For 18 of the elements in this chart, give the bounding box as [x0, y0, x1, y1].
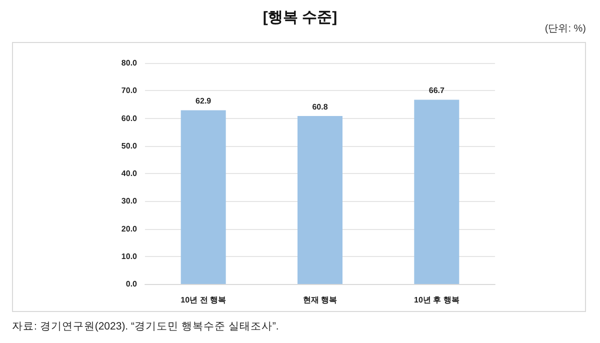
data-label: 60.8	[312, 102, 328, 112]
y-tick-label: 60.0	[121, 114, 138, 123]
y-tick-label: 80.0	[121, 58, 138, 68]
data-label: 62.9	[196, 96, 212, 106]
y-tick-label: 50.0	[121, 141, 138, 150]
y-tick-label: 30.0	[121, 196, 138, 206]
x-tick-label: 10년 후 행복	[414, 296, 460, 304]
y-tick-label: 70.0	[121, 86, 138, 96]
y-tick-label: 10.0	[121, 252, 138, 261]
y-tick-label: 40.0	[121, 169, 138, 178]
y-tick-label: 20.0	[121, 224, 138, 234]
y-tick-label: 0.0	[126, 280, 138, 288]
text: (단위: %)	[544, 24, 586, 34]
x-tick-label: 현재 행복	[302, 296, 338, 304]
chart-title: [행복 수준]	[262, 9, 338, 26]
data-label: 66.7	[428, 86, 445, 96]
text: 자료: 경기연구원(2023). “경기도민 행복수준 실태조사”.	[12, 320, 279, 332]
x-tick-label: 10년 전 행복	[180, 296, 226, 304]
